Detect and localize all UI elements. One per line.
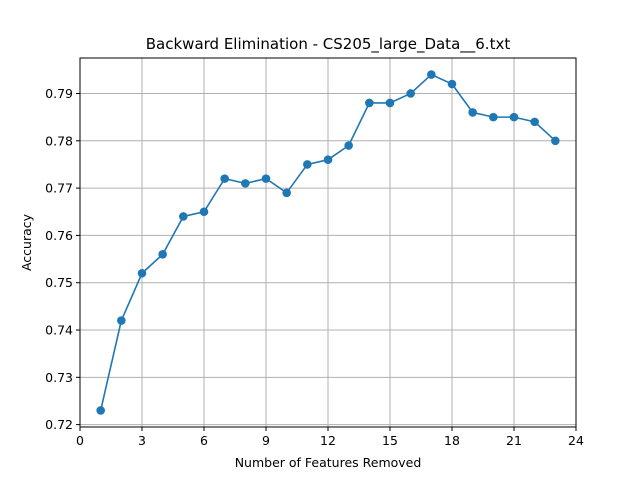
data-point xyxy=(137,268,147,278)
chart-title: Backward Elimination - CS205_large_Data_… xyxy=(146,35,511,54)
x-tick-label: 0 xyxy=(76,433,84,448)
y-tick-label: 0.78 xyxy=(45,133,73,148)
data-point xyxy=(158,250,167,259)
y-tick-label: 0.76 xyxy=(45,228,73,243)
y-axis-label: Accuracy xyxy=(19,213,34,271)
data-point xyxy=(220,174,229,183)
data-point xyxy=(489,112,498,122)
x-tick-label: 9 xyxy=(262,433,270,448)
x-tick-label: 12 xyxy=(320,433,336,448)
x-tick-label: 3 xyxy=(138,433,146,448)
data-point xyxy=(385,98,395,108)
data-point xyxy=(468,108,477,117)
data-point xyxy=(241,179,250,188)
x-tick-label: 15 xyxy=(382,433,398,448)
data-point xyxy=(261,174,271,183)
x-tick-label: 24 xyxy=(568,433,584,448)
y-tick-label: 0.79 xyxy=(45,86,73,101)
data-point xyxy=(447,79,457,89)
data-point xyxy=(282,188,291,198)
data-point xyxy=(509,112,519,122)
data-point xyxy=(427,70,436,79)
series-layer xyxy=(96,70,560,415)
y-tick-label: 0.74 xyxy=(45,323,73,338)
y-tick-label: 0.73 xyxy=(45,370,73,385)
data-point xyxy=(365,98,374,108)
x-tick-label: 21 xyxy=(506,433,522,448)
data-point xyxy=(117,316,126,325)
data-point xyxy=(199,207,209,217)
x-axis-label: Number of Features Removed xyxy=(235,455,422,470)
data-point xyxy=(303,160,312,169)
y-tick-label: 0.77 xyxy=(45,181,73,196)
data-point xyxy=(530,117,539,127)
data-point xyxy=(406,89,415,98)
axis-ticks: 0 3 6 9 12 15 18 21 24 0.72 0.73 0.74 0.75 0.76 0.77 0.… xyxy=(45,86,584,448)
data-point xyxy=(344,141,353,150)
y-tick-label: 0.75 xyxy=(45,275,73,290)
x-tick-label: 6 xyxy=(200,433,208,448)
y-tick-label: 0.72 xyxy=(45,417,73,432)
grid xyxy=(79,58,577,427)
data-point xyxy=(551,136,560,146)
data-point xyxy=(96,406,105,415)
data-point xyxy=(323,155,333,165)
x-tick-label: 18 xyxy=(444,433,460,448)
data-point xyxy=(179,212,188,221)
